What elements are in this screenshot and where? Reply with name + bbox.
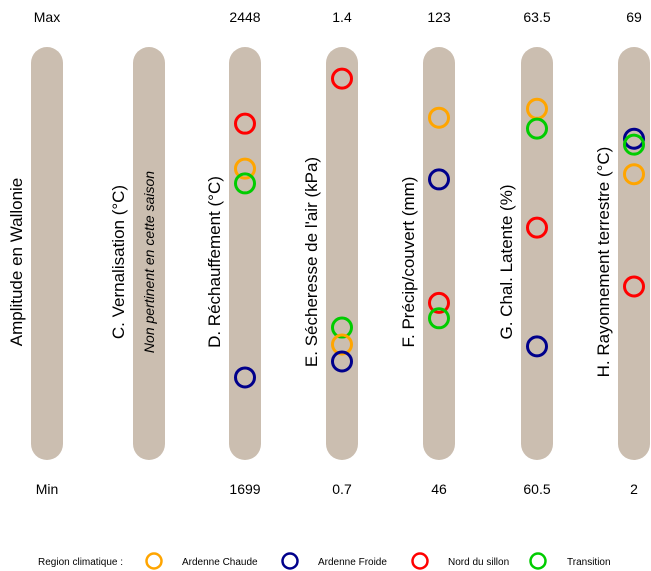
column-label: H. Rayonnement terrestre (°C) (594, 147, 613, 378)
data-point-chaude (331, 333, 353, 356)
max-label: Max (34, 9, 60, 25)
min-label: 0.7 (332, 481, 352, 497)
range-bar (133, 47, 165, 460)
data-point-froide (331, 350, 353, 373)
data-point-nord (623, 275, 645, 298)
column-label: C. Vernalisation (°C) (109, 185, 128, 339)
data-point-chaude (428, 106, 450, 129)
data-point-chaude (234, 157, 256, 180)
data-point-nord (526, 216, 548, 239)
min-label: 2 (630, 481, 638, 497)
min-label: 1699 (229, 481, 260, 497)
column-F: 123 46 F. Précip/couvert (mm) (399, 9, 455, 497)
min-label: Min (36, 481, 59, 497)
legend-title: Region climatique : (38, 557, 123, 568)
max-label: 2448 (229, 9, 260, 25)
column-label: Amplitude en Wallonie (7, 178, 26, 347)
column-note: Non pertinent en cette saison (141, 171, 157, 353)
column-label: E. Sécheresse de l'air (kPa) (302, 157, 321, 367)
max-label: 123 (427, 9, 451, 25)
columns-layer: Max Min Amplitude en Wallonie C. Vernalisat… (7, 9, 650, 497)
max-label: 63.5 (523, 9, 550, 25)
column-E: 1.4 0.7 E. Sécheresse de l'air (kPa) (302, 9, 358, 497)
range-bar (618, 47, 650, 460)
legend: Region climatique : Ardenne Chaude Ardenne… (38, 552, 611, 570)
data-point-transition (331, 316, 353, 339)
data-point-transition (526, 117, 548, 140)
column-label: G. Chal. Latente (%) (497, 185, 516, 340)
data-point-nord (234, 112, 256, 135)
column-D: 2448 1699 D. Réchauffement (°C) (205, 9, 261, 497)
min-label: 46 (431, 481, 447, 497)
range-bar (423, 47, 455, 460)
column-label: D. Réchauffement (°C) (205, 176, 224, 348)
data-point-froide (623, 127, 645, 150)
data-point-froide (428, 168, 450, 191)
legend-marker-nord (411, 552, 429, 570)
range-bar (326, 47, 358, 460)
range-bar (229, 47, 261, 460)
column-C: C. Vernalisation (°C) Non pertinent en ce… (109, 47, 165, 460)
legend-label-transition: Transition (567, 557, 611, 568)
legend-label-nord: Nord du sillon (448, 557, 509, 568)
data-point-nord (428, 291, 450, 314)
data-point-transition (623, 133, 645, 156)
column-H: 69 2 H. Rayonnement terrestre (°C) (594, 9, 650, 497)
max-label: 69 (626, 9, 642, 25)
legend-label-froide: Ardenne Froide (318, 557, 387, 568)
data-point-froide (234, 366, 256, 389)
min-label: 60.5 (523, 481, 550, 497)
column-G: 63.5 60.5 G. Chal. Latente (%) (497, 9, 553, 497)
legend-marker-transition (529, 552, 547, 570)
legend-label-chaude: Ardenne Chaude (182, 557, 258, 568)
range-bar (521, 47, 553, 460)
data-point-chaude (623, 163, 645, 186)
column-label: F. Précip/couvert (mm) (399, 177, 418, 348)
max-label: 1.4 (332, 9, 352, 25)
data-point-froide (526, 335, 548, 358)
range-bar (31, 47, 63, 460)
data-point-nord (331, 67, 353, 90)
data-point-transition (428, 307, 450, 330)
legend-marker-chaude (145, 552, 163, 570)
data-point-transition (234, 172, 256, 195)
legend-marker-froide (281, 552, 299, 570)
column-A: Max Min Amplitude en Wallonie (7, 9, 63, 497)
